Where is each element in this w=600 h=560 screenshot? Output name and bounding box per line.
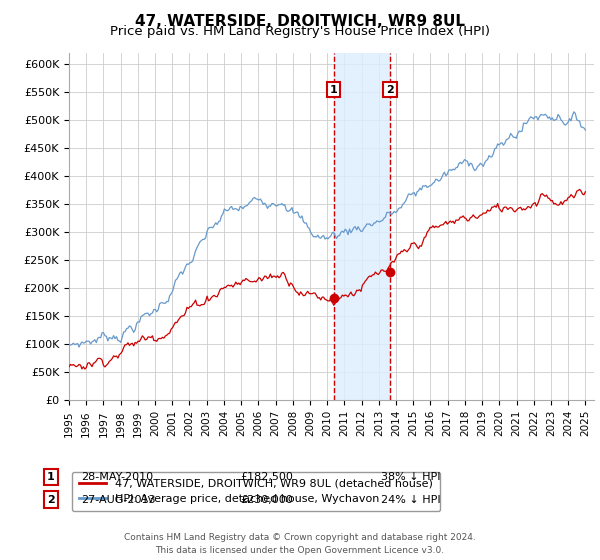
Text: 24% ↓ HPI: 24% ↓ HPI [381,494,440,505]
Bar [334,53,390,400]
Text: 2: 2 [47,494,55,505]
Text: Contains HM Land Registry data © Crown copyright and database right 2024.
This d: Contains HM Land Registry data © Crown c… [124,533,476,554]
Text: 2: 2 [386,85,394,95]
Text: 38% ↓ HPI: 38% ↓ HPI [381,472,440,482]
Text: 1: 1 [47,472,55,482]
Legend: 47, WATERSIDE, DROITWICH, WR9 8UL (detached house), HPI: Average price, detached: 47, WATERSIDE, DROITWICH, WR9 8UL (detac… [72,472,440,511]
Text: 47, WATERSIDE, DROITWICH, WR9 8UL: 47, WATERSIDE, DROITWICH, WR9 8UL [135,14,465,29]
Text: 1: 1 [329,85,337,95]
Text: 28-MAY-2010: 28-MAY-2010 [81,472,153,482]
Text: Price paid vs. HM Land Registry's House Price Index (HPI): Price paid vs. HM Land Registry's House … [110,25,490,38]
Text: 27-AUG-2013: 27-AUG-2013 [81,494,155,505]
Text: £182,500: £182,500 [240,472,293,482]
Text: £230,000: £230,000 [240,494,293,505]
